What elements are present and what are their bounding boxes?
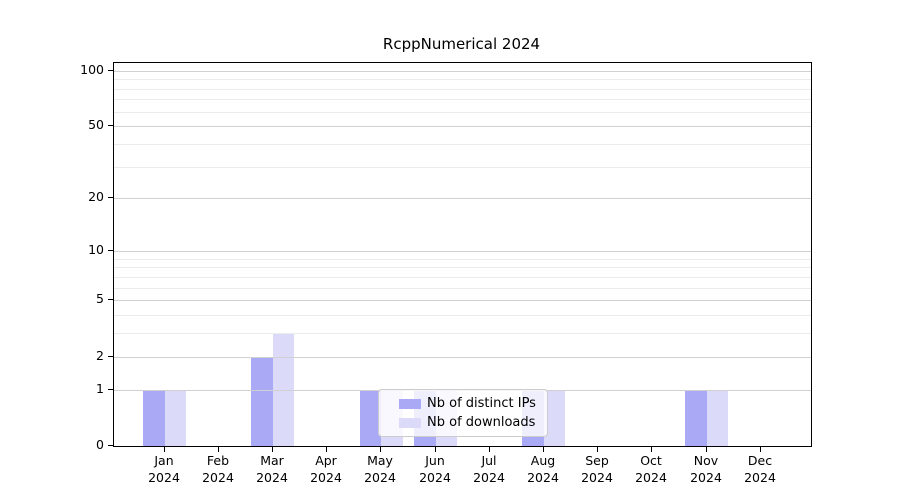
x-tick-mark <box>164 447 165 452</box>
x-tick-mark <box>272 447 273 452</box>
x-tick-label-jan: Jan 2024 <box>148 453 180 485</box>
gridline-minor <box>114 167 811 168</box>
gridline-major <box>114 357 811 358</box>
gridline-minor <box>114 267 811 268</box>
y-tick-label: 0 <box>96 437 104 452</box>
x-tick-mark <box>435 447 436 452</box>
gridline-minor <box>114 288 811 289</box>
bar-may-series0 <box>359 389 382 446</box>
x-tick-label-nov: Nov 2024 <box>690 453 722 485</box>
y-tick-mark <box>108 356 113 357</box>
chart-title: RcppNumerical 2024 <box>382 35 541 53</box>
gridline-major <box>114 300 811 301</box>
gridline-minor <box>114 99 811 100</box>
x-tick-mark <box>380 447 381 452</box>
y-tick-label: 100 <box>80 62 104 77</box>
x-tick-label-oct: Oct 2024 <box>635 453 667 485</box>
gridline-minor <box>114 259 811 260</box>
y-tick-mark <box>108 250 113 251</box>
legend-item-distinct-ips: Nb of distinct IPs <box>379 396 547 411</box>
y-tick-label: 10 <box>88 242 104 257</box>
bar-mar-series1 <box>272 333 295 446</box>
x-tick-label-feb: Feb 2024 <box>202 453 234 485</box>
bar-nov-series0 <box>685 389 707 446</box>
y-tick-mark <box>108 389 113 390</box>
bar-mar-series0 <box>251 356 273 446</box>
y-tick-label: 50 <box>88 117 104 132</box>
legend-swatch-downloads <box>399 417 421 428</box>
y-tick-label: 2 <box>96 348 104 363</box>
x-tick-mark <box>326 447 327 452</box>
legend-item-downloads: Nb of downloads <box>379 415 547 430</box>
y-tick-label: 20 <box>88 189 104 204</box>
gridline-major <box>114 126 811 127</box>
x-tick-label-aug: Aug 2024 <box>527 453 559 485</box>
gridline-minor <box>114 89 811 90</box>
x-tick-label-jun: Jun 2024 <box>419 453 451 485</box>
legend-label-downloads: Nb of downloads <box>427 415 536 430</box>
x-tick-mark <box>706 447 707 452</box>
x-tick-label-apr: Apr 2024 <box>310 453 342 485</box>
gridline-minor <box>114 277 811 278</box>
bar-aug-series1 <box>543 389 566 446</box>
x-tick-label-sep: Sep 2024 <box>581 453 613 485</box>
y-tick-mark <box>108 70 113 71</box>
gridline-minor <box>114 333 811 334</box>
bar-nov-series1 <box>706 389 728 446</box>
x-tick-mark <box>651 447 652 452</box>
gridline-major <box>114 71 811 72</box>
x-tick-mark <box>489 447 490 452</box>
x-tick-label-mar: Mar 2024 <box>256 453 288 485</box>
gridline-minor <box>114 112 811 113</box>
y-tick-label: 1 <box>96 381 104 396</box>
x-tick-mark <box>218 447 219 452</box>
legend-label-distinct-ips: Nb of distinct IPs <box>427 396 536 411</box>
bar-jan-series0 <box>143 389 165 446</box>
gridline-major <box>114 198 811 199</box>
bar-jan-series1 <box>164 389 186 446</box>
x-tick-mark <box>760 447 761 452</box>
legend: Nb of distinct IPs Nb of downloads <box>378 389 548 437</box>
x-tick-mark <box>543 447 544 452</box>
gridline-minor <box>114 144 811 145</box>
x-tick-label-jul: Jul 2024 <box>473 453 505 485</box>
y-tick-label: 5 <box>96 291 104 306</box>
y-tick-mark <box>108 445 113 446</box>
x-tick-label-dec: Dec 2024 <box>744 453 776 485</box>
gridline-minor <box>114 79 811 80</box>
y-tick-mark <box>108 299 113 300</box>
gridline-major <box>114 251 811 252</box>
legend-swatch-distinct-ips <box>399 398 421 409</box>
y-tick-mark <box>108 125 113 126</box>
gridline-minor <box>114 315 811 316</box>
x-tick-label-may: May 2024 <box>364 453 396 485</box>
y-tick-mark <box>108 197 113 198</box>
x-tick-mark <box>597 447 598 452</box>
